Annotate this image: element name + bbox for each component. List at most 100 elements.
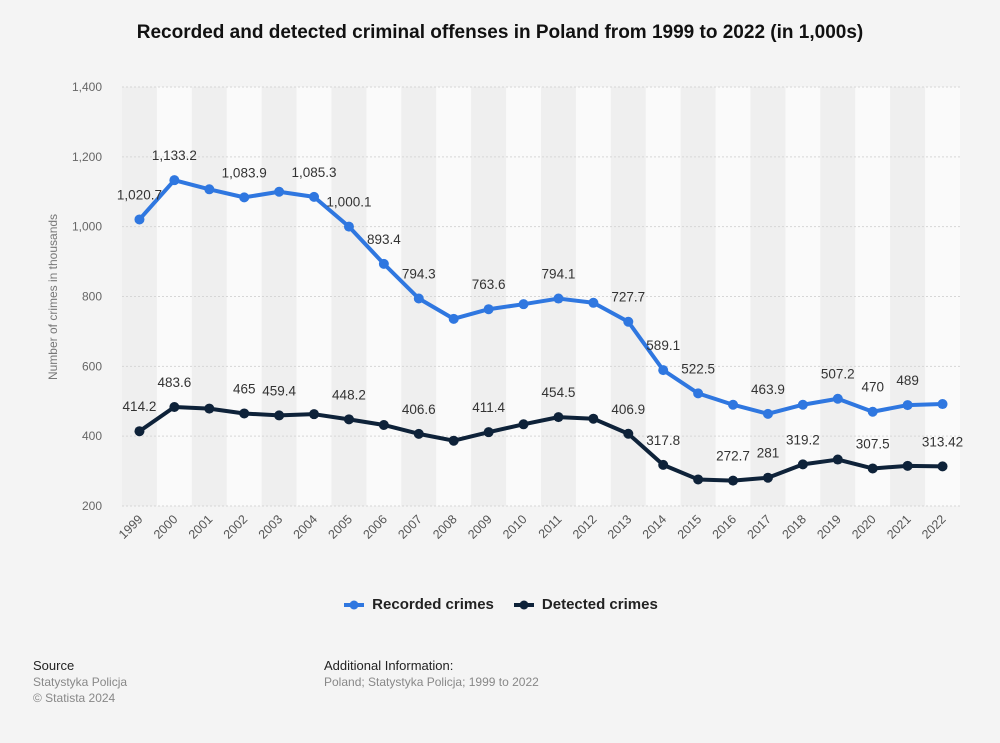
column-band [191, 87, 227, 506]
data-point[interactable] [378, 419, 389, 430]
series-recorded [134, 175, 948, 419]
data-point[interactable] [274, 410, 285, 421]
data-label: 307.5 [856, 436, 890, 451]
data-point[interactable] [378, 258, 389, 269]
data-point[interactable] [134, 426, 145, 437]
data-point[interactable] [762, 408, 773, 419]
data-point[interactable] [343, 414, 354, 425]
data-point[interactable] [623, 428, 634, 439]
data-point[interactable] [693, 388, 704, 399]
data-point[interactable] [204, 184, 215, 195]
data-label: 489 [896, 373, 919, 388]
x-tick-label: 2020 [849, 512, 879, 542]
x-tick-label: 2017 [745, 512, 775, 542]
source-block: Source Statystyka Policja © Statista 202… [33, 658, 127, 706]
data-point[interactable] [728, 475, 739, 486]
data-point[interactable] [483, 304, 494, 315]
data-point[interactable] [518, 299, 529, 310]
data-label: 459.4 [262, 383, 296, 398]
data-point[interactable] [762, 472, 773, 483]
data-point[interactable] [239, 408, 250, 419]
data-point[interactable] [134, 214, 145, 225]
x-tick-label: 2018 [779, 512, 809, 542]
x-tick-label: 2008 [430, 512, 460, 542]
data-point[interactable] [588, 297, 599, 308]
data-point[interactable] [343, 221, 354, 232]
data-point[interactable] [553, 412, 564, 423]
data-label: 406.6 [402, 402, 436, 417]
y-tick-label: 800 [82, 290, 102, 304]
data-label: 414.2 [123, 399, 157, 414]
data-point[interactable] [693, 474, 704, 485]
data-label: 1,083.9 [222, 165, 267, 180]
data-point[interactable] [658, 365, 669, 376]
x-tick-label: 2013 [605, 512, 635, 542]
data-point[interactable] [623, 316, 634, 327]
column-band [575, 87, 611, 506]
data-label: 893.4 [367, 232, 401, 247]
copyright-line: © Statista 2024 [33, 691, 116, 705]
data-point[interactable] [797, 399, 808, 410]
data-point[interactable] [518, 419, 529, 430]
data-point[interactable] [797, 459, 808, 470]
data-point[interactable] [832, 393, 843, 404]
y-tick-label: 600 [82, 359, 102, 373]
data-point[interactable] [658, 459, 669, 470]
x-tick-label: 2011 [536, 512, 565, 541]
data-label: 794.3 [402, 266, 436, 281]
x-tick-label: 1999 [116, 512, 146, 542]
data-point[interactable] [448, 313, 459, 324]
data-label: 589.1 [646, 338, 680, 353]
data-point[interactable] [867, 406, 878, 417]
data-point[interactable] [239, 192, 250, 203]
x-tick-label: 2005 [326, 512, 356, 542]
data-point[interactable] [832, 454, 843, 465]
data-point[interactable] [588, 413, 599, 424]
data-point[interactable] [553, 293, 564, 304]
chart-title: Recorded and detected criminal offenses … [136, 22, 864, 43]
data-point[interactable] [309, 409, 320, 420]
legend-item-detected[interactable]: Detected crimes [512, 596, 658, 613]
x-tick-label: 2015 [675, 512, 705, 542]
data-labels: 1,020.7 1,133.2 1,083.9 1,085.3 1,000.1 893.4… [117, 148, 963, 463]
data-point[interactable] [413, 293, 424, 304]
data-label: 1,000.1 [326, 195, 371, 210]
data-label: 281 [757, 446, 780, 461]
data-point[interactable] [867, 463, 878, 474]
data-label: 1,085.3 [292, 165, 337, 180]
data-label: 1,020.7 [117, 187, 162, 202]
data-point[interactable] [902, 400, 913, 411]
x-tick-label: 2022 [919, 512, 949, 542]
data-point[interactable] [728, 399, 739, 410]
column-band [471, 87, 507, 506]
y-axis: 200 400 600 800 1,000 1,200 1,400 [72, 80, 102, 513]
data-point[interactable] [413, 428, 424, 439]
data-point[interactable] [204, 403, 215, 414]
data-point[interactable] [169, 175, 180, 186]
data-label: 763.6 [472, 277, 506, 292]
y-tick-label: 1,200 [72, 150, 102, 164]
y-tick-label: 1,400 [72, 80, 102, 94]
x-tick-label: 2004 [291, 512, 321, 542]
data-point[interactable] [274, 186, 285, 197]
y-tick-label: 400 [82, 429, 102, 443]
data-point[interactable] [937, 399, 948, 410]
legend-item-recorded[interactable]: Recorded crimes [342, 596, 494, 613]
x-tick-label: 2021 [884, 512, 914, 542]
data-point[interactable] [902, 460, 913, 471]
series-detected [134, 401, 948, 486]
legend-recorded-swatch [344, 600, 365, 609]
data-label: 411.4 [472, 400, 505, 415]
x-tick-label: 2014 [640, 512, 670, 542]
x-tick-label: 2019 [814, 512, 844, 542]
data-point[interactable] [448, 435, 459, 446]
data-label: 317.8 [646, 433, 680, 448]
data-point[interactable] [483, 427, 494, 438]
x-tick-label: 2000 [151, 512, 181, 542]
x-axis: 1999 2000 2001 2002 2003 2004 2005 2006 2007 2008… [116, 512, 949, 542]
data-point[interactable] [309, 191, 320, 202]
x-tick-label: 2016 [710, 512, 740, 542]
x-tick-label: 2001 [186, 512, 216, 542]
data-point[interactable] [169, 401, 180, 412]
data-point[interactable] [937, 461, 948, 472]
